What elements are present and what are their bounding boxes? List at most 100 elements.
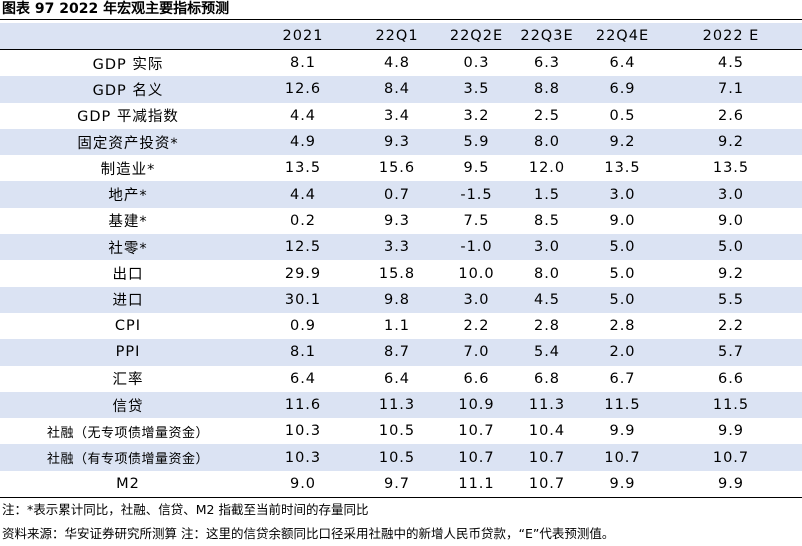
row-label: 信贷 bbox=[0, 391, 256, 419]
value-cell: 2.8 bbox=[509, 312, 585, 340]
value-cell: 10.7 bbox=[585, 444, 660, 471]
value-cell: 13.5 bbox=[585, 155, 660, 182]
value-cell: 10.0 bbox=[444, 260, 509, 287]
table-row: CPI 0.9 1.1 2.2 2.8 2.8 2.2 bbox=[0, 312, 802, 340]
value-cell: 3.0 bbox=[585, 181, 660, 208]
value-cell: 6.4 bbox=[256, 365, 350, 392]
header-row: 2021 22Q1 22Q2E 22Q3E 22Q4E 2022 E bbox=[0, 23, 802, 50]
row-label: 制造业* bbox=[0, 155, 256, 182]
value-cell: 10.3 bbox=[256, 444, 350, 471]
value-cell: 11.5 bbox=[660, 391, 802, 419]
value-cell: 13.5 bbox=[256, 155, 350, 182]
value-cell: 10.7 bbox=[509, 444, 585, 471]
value-cell: 2.0 bbox=[585, 339, 660, 366]
value-cell: 13.5 bbox=[660, 155, 802, 182]
row-label: M2 bbox=[0, 470, 256, 499]
value-cell: 10.4 bbox=[509, 418, 585, 445]
value-cell: 9.8 bbox=[350, 286, 444, 313]
value-cell: 4.4 bbox=[256, 181, 350, 208]
table-row: 固定资产投资* 4.9 9.3 5.9 8.0 9.2 9.2 bbox=[0, 128, 802, 156]
value-cell: 6.4 bbox=[350, 365, 444, 392]
table-row: 社融（有专项债增量资金） 10.3 10.5 10.7 10.7 10.7 10.7 bbox=[0, 444, 802, 471]
value-cell: 6.4 bbox=[585, 49, 660, 77]
table-row: 基建* 0.2 9.3 7.5 8.5 9.0 9.0 bbox=[0, 207, 802, 235]
table-row: M2 9.0 9.7 11.1 10.7 9.9 9.9 bbox=[0, 470, 802, 499]
header-cell-22q3e: 22Q3E bbox=[509, 23, 585, 50]
value-cell: 9.3 bbox=[350, 128, 444, 156]
table-row: 制造业* 13.5 15.6 9.5 12.0 13.5 13.5 bbox=[0, 155, 802, 182]
value-cell: 5.9 bbox=[444, 128, 509, 156]
table-row: 地产* 4.4 0.7 -1.5 1.5 3.0 3.0 bbox=[0, 181, 802, 208]
value-cell: 3.4 bbox=[350, 102, 444, 129]
value-cell: 6.3 bbox=[509, 49, 585, 77]
value-cell: 1.5 bbox=[509, 181, 585, 208]
table-title: 图表 97 2022 年宏观主要指标预测 bbox=[2, 1, 230, 17]
row-label: 社融（有专项债增量资金） bbox=[0, 444, 256, 471]
value-cell: 10.7 bbox=[509, 470, 585, 499]
value-cell: 8.5 bbox=[509, 207, 585, 235]
value-cell: 5.0 bbox=[585, 286, 660, 313]
value-cell: 3.3 bbox=[350, 234, 444, 261]
value-cell: 0.3 bbox=[444, 49, 509, 77]
row-label: 出口 bbox=[0, 260, 256, 287]
value-cell: 0.9 bbox=[256, 312, 350, 340]
row-label: CPI bbox=[0, 312, 256, 340]
value-cell: 9.5 bbox=[444, 155, 509, 182]
value-cell: 9.0 bbox=[660, 207, 802, 235]
value-cell: 6.7 bbox=[585, 365, 660, 392]
table-body: GDP 实际 8.1 4.8 0.3 6.3 6.4 4.5 GDP 名义 12.6 8.4 3.5… bbox=[0, 49, 802, 499]
row-label: 地产* bbox=[0, 181, 256, 208]
macro-forecast-table: 2021 22Q1 22Q2E 22Q3E 22Q4E 2022 E GDP 实… bbox=[0, 23, 802, 499]
value-cell: 12.6 bbox=[256, 76, 350, 103]
table-row: 汇率 6.4 6.4 6.6 6.8 6.7 6.6 bbox=[0, 365, 802, 392]
value-cell: 10.3 bbox=[256, 418, 350, 445]
value-cell: 11.6 bbox=[256, 391, 350, 419]
value-cell: 6.6 bbox=[444, 365, 509, 392]
value-cell: 1.1 bbox=[350, 312, 444, 340]
value-cell: -1.0 bbox=[444, 234, 509, 261]
row-label: 社融（无专项债增量资金） bbox=[0, 418, 256, 445]
table-row: 信贷 11.6 11.3 10.9 11.3 11.5 11.5 bbox=[0, 391, 802, 419]
table-row: 社融（无专项债增量资金） 10.3 10.5 10.7 10.4 9.9 9.9 bbox=[0, 418, 802, 445]
value-cell: 4.4 bbox=[256, 102, 350, 129]
value-cell: 5.5 bbox=[660, 286, 802, 313]
value-cell: 12.5 bbox=[256, 234, 350, 261]
value-cell: 6.8 bbox=[509, 365, 585, 392]
table-row: GDP 实际 8.1 4.8 0.3 6.3 6.4 4.5 bbox=[0, 49, 802, 77]
table-row: PPI 8.1 8.7 7.0 5.4 2.0 5.7 bbox=[0, 339, 802, 366]
row-label: PPI bbox=[0, 339, 256, 366]
value-cell: 30.1 bbox=[256, 286, 350, 313]
row-label: 基建* bbox=[0, 207, 256, 235]
value-cell: 12.0 bbox=[509, 155, 585, 182]
header-cell-22q4e: 22Q4E bbox=[585, 23, 660, 50]
value-cell: 3.0 bbox=[509, 234, 585, 261]
value-cell: 4.9 bbox=[256, 128, 350, 156]
value-cell: 2.6 bbox=[660, 102, 802, 129]
header-cell-2022e: 2022 E bbox=[660, 23, 802, 50]
value-cell: 11.1 bbox=[444, 470, 509, 499]
value-cell: -1.5 bbox=[444, 181, 509, 208]
value-cell: 15.8 bbox=[350, 260, 444, 287]
value-cell: 6.6 bbox=[660, 365, 802, 392]
value-cell: 0.5 bbox=[585, 102, 660, 129]
value-cell: 10.7 bbox=[444, 444, 509, 471]
value-cell: 7.5 bbox=[444, 207, 509, 235]
header-cell-22q1: 22Q1 bbox=[350, 23, 444, 50]
value-cell: 5.0 bbox=[585, 260, 660, 287]
value-cell: 5.0 bbox=[585, 234, 660, 261]
value-cell: 9.3 bbox=[350, 207, 444, 235]
header-cell-22q2e: 22Q2E bbox=[444, 23, 509, 50]
value-cell: 4.5 bbox=[509, 286, 585, 313]
value-cell: 9.9 bbox=[660, 418, 802, 445]
value-cell: 2.8 bbox=[585, 312, 660, 340]
title-rule bbox=[0, 19, 802, 20]
table-row: 进口 30.1 9.8 3.0 4.5 5.0 5.5 bbox=[0, 286, 802, 313]
value-cell: 8.1 bbox=[256, 49, 350, 77]
value-cell: 7.1 bbox=[660, 76, 802, 103]
value-cell: 5.0 bbox=[660, 234, 802, 261]
value-cell: 8.1 bbox=[256, 339, 350, 366]
value-cell: 9.0 bbox=[585, 207, 660, 235]
value-cell: 9.2 bbox=[660, 128, 802, 156]
row-label: GDP 名义 bbox=[0, 76, 256, 103]
row-label: 固定资产投资* bbox=[0, 128, 256, 156]
